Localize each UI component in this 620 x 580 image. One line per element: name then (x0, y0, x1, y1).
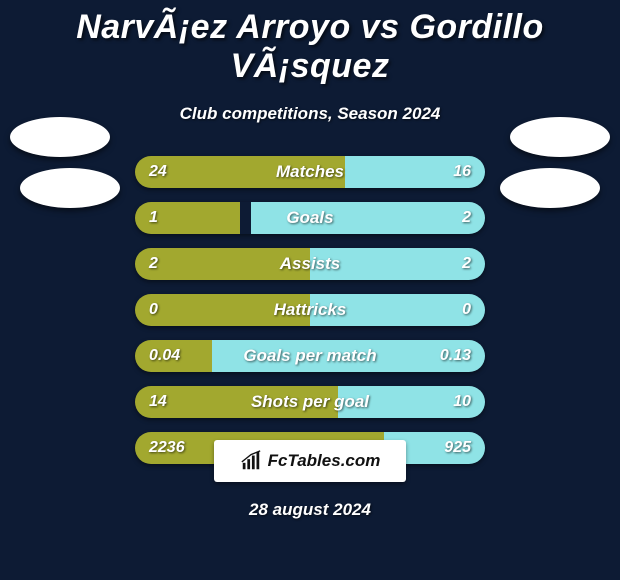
stat-value-left: 2236 (149, 439, 185, 457)
stat-value-left: 14 (149, 393, 167, 411)
stat-value-right: 0.13 (440, 347, 471, 365)
stat-value-right: 2 (462, 209, 471, 227)
stat-value-right: 925 (444, 439, 471, 457)
player2-avatar-icon (510, 117, 610, 157)
stat-row: 1 Goals 2 (135, 202, 485, 234)
date-label: 28 august 2024 (249, 500, 371, 520)
stat-value-left: 0.04 (149, 347, 180, 365)
stat-label: Matches (276, 162, 344, 182)
stat-value-left: 2 (149, 255, 158, 273)
player1-avatar-shadow-icon (20, 168, 120, 208)
stat-row: 2 Assists 2 (135, 248, 485, 280)
chart-icon (240, 450, 262, 472)
stat-label: Hattricks (274, 300, 347, 320)
stat-label: Shots per goal (251, 392, 369, 412)
stat-label: Goals (286, 208, 333, 228)
stat-value-left: 1 (149, 209, 158, 227)
stat-value-right: 2 (462, 255, 471, 273)
stat-value-right: 0 (462, 301, 471, 319)
stat-value-left: 24 (149, 163, 167, 181)
stat-row: 14 Shots per goal 10 (135, 386, 485, 418)
stat-row: 24 Matches 16 (135, 156, 485, 188)
stat-label: Goals per match (243, 346, 376, 366)
player2-avatar-shadow-icon (500, 168, 600, 208)
stat-value-right: 10 (453, 393, 471, 411)
stat-row: 0 Hattricks 0 (135, 294, 485, 326)
stat-row: 0.04 Goals per match 0.13 (135, 340, 485, 372)
stat-value-right: 16 (453, 163, 471, 181)
stat-label: Assists (280, 254, 340, 274)
player1-avatar-icon (10, 117, 110, 157)
stat-value-left: 0 (149, 301, 158, 319)
brand-logo: FcTables.com (214, 440, 406, 482)
brand-text: FcTables.com (268, 451, 381, 471)
page-title: NarvÃ¡ez Arroyo vs Gordillo VÃ¡squez (0, 0, 620, 86)
